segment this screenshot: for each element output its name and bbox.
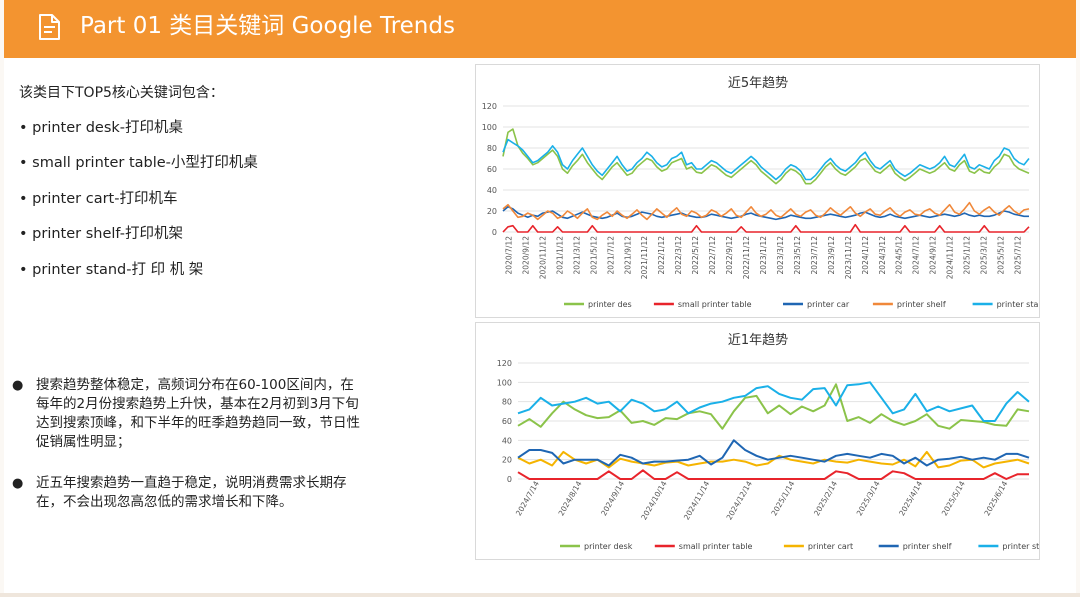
y-tick-label: 0 bbox=[492, 228, 497, 237]
keyword-item: • small printer table-小型打印机桌 bbox=[19, 155, 258, 171]
x-tick-label: 2025/6/14 bbox=[982, 479, 1009, 517]
x-tick-label: 2024/10/14 bbox=[639, 479, 669, 521]
x-tick-label: 2023/9/12 bbox=[827, 236, 836, 275]
series-line-printer-shelf bbox=[517, 439, 1030, 467]
x-tick-label: 2024/9/12 bbox=[929, 236, 938, 275]
x-tick-label: 2021/9/12 bbox=[623, 236, 632, 275]
x-tick-label: 2025/2/14 bbox=[812, 479, 839, 517]
y-tick-label: 20 bbox=[502, 456, 512, 465]
x-tick-label: 2024/9/14 bbox=[599, 479, 626, 517]
x-tick-label: 2022/9/12 bbox=[725, 236, 734, 275]
legend-label: small printer table bbox=[678, 300, 752, 309]
bullet-icon: ● bbox=[12, 476, 24, 491]
x-tick-label: 2024/12/14 bbox=[725, 479, 755, 521]
y-tick-label: 100 bbox=[482, 123, 497, 132]
x-tick-label: 2023/7/12 bbox=[810, 236, 819, 275]
chart-1-year-trend: 近1年趋势 0 20 40 60 80 100 120 2024/7/14 2024/8/14 20… bbox=[475, 322, 1040, 560]
x-tick-label: 2022/7/12 bbox=[708, 236, 717, 275]
x-tick-label: 2025/7/12 bbox=[1014, 236, 1023, 275]
x-tick-label: 2025/1/14 bbox=[769, 479, 796, 517]
x-tick-label: 2025/5/14 bbox=[940, 479, 967, 517]
x-tick-label: 2025/5/12 bbox=[997, 236, 1006, 275]
y-tick-label: 80 bbox=[502, 398, 512, 407]
legend-label: printer stand bbox=[1002, 542, 1039, 551]
x-tick-label: 2020/9/12 bbox=[521, 236, 530, 275]
legend-label: printer stand bbox=[997, 300, 1039, 309]
keyword-item: • printer desk-打印机桌 bbox=[19, 120, 184, 136]
x-tick-label: 2022/3/12 bbox=[674, 236, 683, 275]
x-tick-label: 2024/7/14 bbox=[514, 479, 541, 517]
y-tick-label: 0 bbox=[507, 475, 512, 484]
x-tick-label: 2021/1/12 bbox=[555, 236, 564, 275]
chart-title: 近5年趋势 bbox=[728, 75, 788, 91]
page-title: Part 01 类目关键词 Google Trends bbox=[80, 13, 455, 39]
y-tick-label: 120 bbox=[482, 102, 497, 111]
series-line-printer-desk bbox=[517, 383, 1030, 430]
chart-1-year-svg: 近1年趋势 0 20 40 60 80 100 120 2024/7/14 2024/8/14 20… bbox=[497, 332, 1039, 551]
y-tick-label: 120 bbox=[497, 359, 512, 368]
x-tick-label: 2023/1/12 bbox=[759, 236, 768, 275]
x-tick-label: 2024/11/12 bbox=[946, 236, 955, 279]
legend-label: printer car bbox=[807, 300, 850, 309]
keywords-intro: 该类目下TOP5核心关键词包含： bbox=[19, 85, 224, 101]
x-tick-label: 2023/3/12 bbox=[776, 236, 785, 275]
bottom-strip bbox=[0, 593, 1080, 597]
series-line-printer-stand bbox=[502, 138, 1030, 181]
y-tick-label: 60 bbox=[487, 165, 497, 174]
x-tick-label: 2022/1/12 bbox=[657, 236, 666, 275]
x-tick-label: 2021/3/12 bbox=[572, 236, 581, 275]
header-bar bbox=[4, 0, 1076, 58]
x-tick-label: 2023/5/12 bbox=[793, 236, 802, 275]
series-line-printer-stand bbox=[517, 381, 1030, 422]
chart-title: 近1年趋势 bbox=[728, 332, 788, 348]
legend-label: printer cart bbox=[808, 542, 853, 551]
x-tick-label: 2025/3/12 bbox=[980, 236, 989, 275]
series-line-printer-shelf bbox=[502, 201, 1030, 221]
x-tick-label: 2024/8/14 bbox=[557, 479, 584, 517]
x-tick-label: 2020/11/12 bbox=[538, 236, 547, 279]
insight-note-text: 近五年搜索趋势一直趋于稳定，说明消费需求长期存在，不会出现忽高忽低的需求增长和下… bbox=[36, 475, 347, 510]
x-tick-label: 2020/7/12 bbox=[504, 236, 513, 275]
x-tick-label: 2022/11/12 bbox=[742, 236, 751, 279]
keyword-item: • printer shelf-打印机架 bbox=[19, 226, 183, 242]
x-tick-label: 2022/5/12 bbox=[691, 236, 700, 275]
x-tick-label: 2024/7/12 bbox=[912, 236, 921, 275]
series-line-printer-des bbox=[502, 128, 1030, 185]
x-tick-label: 2025/4/14 bbox=[897, 479, 924, 517]
x-tick-label: 2023/11/12 bbox=[844, 236, 853, 279]
y-tick-label: 100 bbox=[497, 378, 512, 387]
x-tick-label: 2021/5/12 bbox=[589, 236, 598, 275]
legend-label: printer desk bbox=[584, 542, 633, 551]
x-tick-label: 2021/11/12 bbox=[640, 236, 649, 279]
legend-label: printer des bbox=[588, 300, 632, 309]
keyword-item: • printer stand-打 印 机 架 bbox=[19, 262, 204, 278]
y-tick-label: 80 bbox=[487, 144, 497, 153]
chart-5-year-trend: 近5年趋势 0 20 40 60 80 100 120 2020/7/12 2020/9/12 20… bbox=[475, 64, 1040, 318]
x-tick-label: 2025/3/14 bbox=[855, 479, 882, 517]
x-tick-label: 2024/1/12 bbox=[861, 236, 870, 275]
legend-label: small printer table bbox=[679, 542, 753, 551]
y-tick-label: 60 bbox=[502, 417, 512, 426]
x-tick-label: 2021/7/12 bbox=[606, 236, 615, 275]
y-tick-label: 20 bbox=[487, 207, 497, 216]
series-line-small-printer-table bbox=[517, 469, 1029, 480]
series-line-small-printer-table bbox=[502, 223, 1030, 233]
x-tick-label: 2024/5/12 bbox=[895, 236, 904, 275]
insight-note-text: 搜索趋势整体稳定，高频词分布在60-100区间内，在每年的2月份搜索趋势上升快，… bbox=[36, 377, 360, 450]
x-tick-label: 2024/11/14 bbox=[682, 479, 712, 521]
legend-label: printer shelf bbox=[897, 300, 946, 309]
legend-label: printer shelf bbox=[903, 542, 952, 551]
chart-5-year-svg: 近5年趋势 0 20 40 60 80 100 120 2020/7/12 2020/9/12 20… bbox=[482, 75, 1039, 309]
bullet-icon: ● bbox=[12, 378, 24, 393]
x-tick-label: 2024/3/12 bbox=[878, 236, 887, 275]
y-tick-label: 40 bbox=[487, 186, 497, 195]
x-tick-label: 2025/1/12 bbox=[963, 236, 972, 275]
keyword-item: • printer cart-打印机车 bbox=[19, 191, 178, 207]
y-tick-label: 40 bbox=[502, 436, 512, 445]
document-icon bbox=[39, 14, 60, 40]
